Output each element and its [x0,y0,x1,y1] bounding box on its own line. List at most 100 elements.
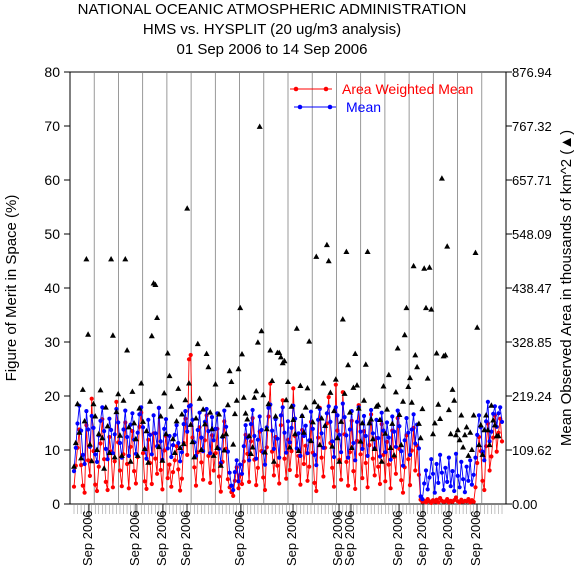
point-mean [363,433,368,439]
data-marks [71,123,505,505]
point-mean [209,415,215,420]
point-mean-observed-area [131,420,138,426]
point-mean-observed-area [141,445,148,451]
point-mean-observed-area [449,386,456,392]
point-mean-observed-area [407,374,413,381]
point-mean-observed-area [140,418,146,424]
point-mean [395,408,400,413]
point-mean-observed-area [233,397,240,403]
point-mean-observed-area [267,347,274,353]
point-mean [153,431,158,436]
x-tick-label: Sep 2006 [330,510,345,566]
point-mean-observed-area [423,304,429,311]
point-mean-observed-area [431,420,438,426]
point-mean [181,422,186,427]
point-mean [390,414,395,419]
point-mean [117,440,123,446]
point-mean-observed-area [223,430,230,437]
y-tick-label: 50 [44,226,60,242]
point-mean-observed-area [293,325,300,331]
x-tick-label: Sep 2006 [414,510,429,566]
point-mean-observed-area [355,405,362,411]
point-mean [446,455,451,460]
point-mean [340,401,345,406]
point-mean-observed-area [276,349,283,355]
point-mean [438,452,443,457]
point-mean-observed-area [152,281,159,287]
point-mean [358,429,363,434]
point-mean-observed-area [72,439,79,446]
point-mean-observed-area [323,241,330,248]
point-mean-observed-area [281,357,288,364]
x-tick-label: Sep 2006 [232,510,247,566]
point-mean-observed-area [465,452,472,458]
point-mean-observed-area [201,421,208,427]
point-mean-observed-area [476,441,482,448]
point-mean-observed-area [125,424,132,430]
point-area-weighted-mean [153,456,158,461]
point-mean-observed-area [143,427,150,434]
point-mean-observed-area [189,438,196,445]
point-mean-observed-area [147,398,153,404]
right-y-axis: 0.00 109.62 219.24 328.85 438.47 548.09 657.71… [506,65,552,512]
point-mean-observed-area [467,429,474,435]
point-mean [126,453,131,458]
point-area-weighted-mean [287,467,292,473]
point-mean [75,421,80,426]
point-mean [404,416,409,421]
point-area-weighted-mean [289,449,294,454]
point-mean [330,439,335,444]
point-mean-observed-area [453,431,459,438]
point-mean-observed-area [477,422,484,428]
point-mean-observed-area [212,381,219,387]
point-mean [289,425,294,430]
point-mean [457,485,462,490]
point-mean [485,399,490,404]
x-tick-label: Sep 2006 [154,510,169,566]
point-mean-observed-area [378,458,385,464]
point-mean-observed-area [182,396,189,403]
point-mean-observed-area [392,389,399,395]
y-tick-label: 80 [44,64,60,80]
point-mean-observed-area [134,452,141,458]
point-mean [301,433,306,439]
x-axis: Sep 2006 Sep 2006 Sep 2006 Sep 2006 Sep 2006… [73,504,503,566]
point-mean [388,457,393,462]
point-area-weighted-mean [185,452,190,457]
point-mean [278,413,283,418]
point-mean-observed-area [396,411,403,417]
point-mean-observed-area [318,415,325,421]
point-mean [105,457,110,462]
legend-label-mean: Mean [346,99,381,115]
point-mean [324,411,329,416]
point-mean-observed-area [442,352,449,358]
point-mean-observed-area [86,441,93,447]
point-mean-observed-area [352,350,359,356]
point-mean [162,426,167,431]
point-mean [229,483,234,488]
point-area-weighted-mean [103,479,108,484]
point-mean-observed-area [309,419,316,425]
point-area-weighted-mean [294,473,299,478]
point-mean [464,464,469,469]
point-mean-observed-area [205,363,212,370]
point-area-weighted-mean [275,463,280,468]
point-mean [386,435,391,440]
point-mean [172,432,177,437]
point-area-weighted-mean [239,481,245,487]
point-area-weighted-mean [165,476,170,481]
point-mean [167,433,172,439]
point-mean-observed-area [389,420,396,426]
point-mean [84,409,89,414]
point-mean-observed-area [247,450,254,456]
point-area-weighted-mean [370,456,375,461]
point-mean-observed-area [445,406,452,413]
y2-tick-label: 548.09 [512,227,552,242]
point-area-weighted-mean [372,473,377,478]
point-area-weighted-mean [346,483,351,488]
point-mean-observed-area [438,175,445,181]
point-mean-observed-area [258,327,265,334]
point-mean-observed-area [426,264,433,270]
point-mean [450,469,455,474]
